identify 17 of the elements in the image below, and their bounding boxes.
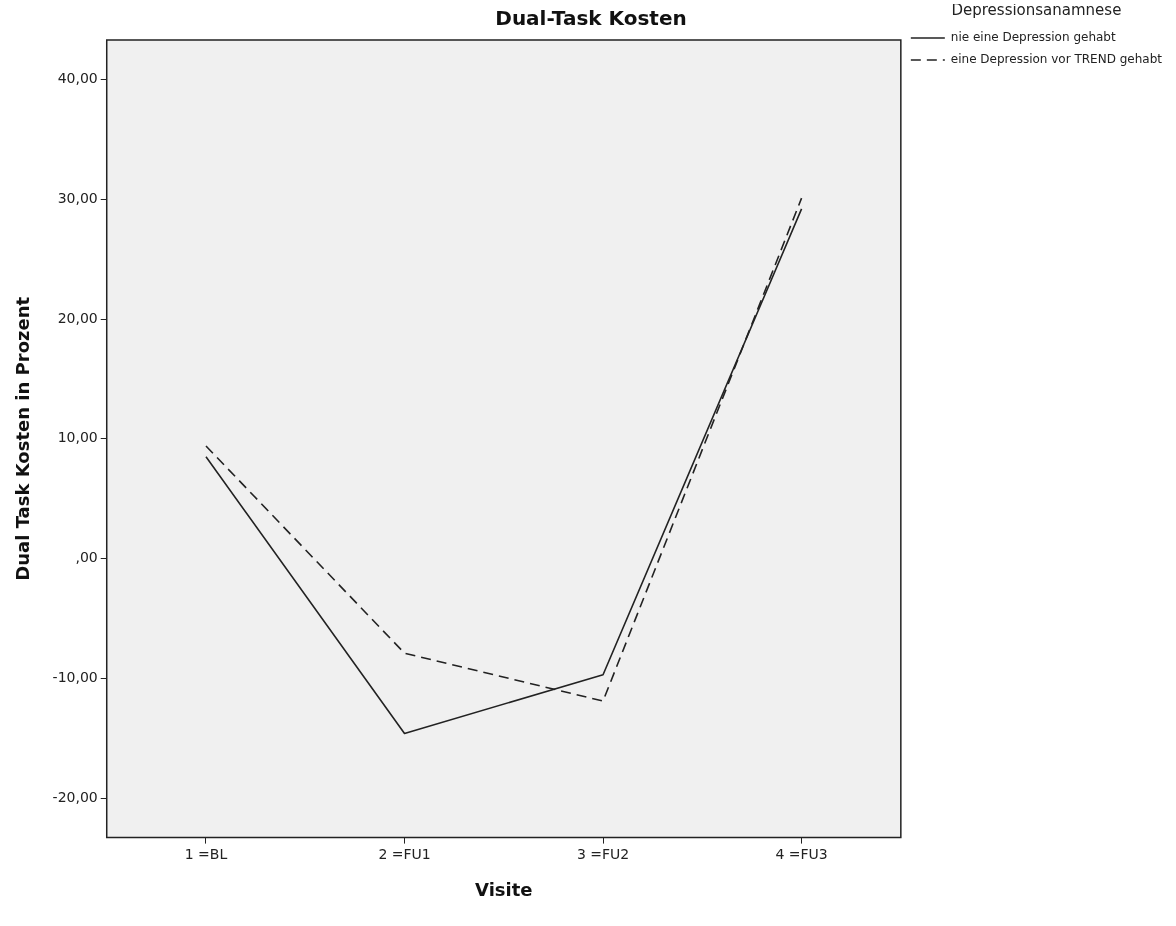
y-tick-label: -10,00 [52, 668, 98, 685]
legend-label: nie eine Depression gehabt [950, 30, 1116, 45]
x-tick-label: 4 =FU3 [775, 845, 828, 862]
legend-label: eine Depression vor TREND gehabt [950, 52, 1163, 67]
y-tick-label: ,00 [75, 549, 98, 566]
x-tick-label: 1 =BL [184, 845, 228, 862]
y-tick-label: 30,00 [57, 189, 98, 206]
x-tick-label: 2 =FU1 [378, 845, 431, 862]
y-tick-label: 40,00 [57, 70, 98, 87]
x-tick-label: 3 =FU2 [576, 845, 630, 862]
chart-title: Dual-Task Kosten [495, 6, 687, 31]
y-tick-label: 20,00 [57, 309, 98, 326]
y-axis-title: Dual Task Kosten in Prozent [12, 296, 34, 581]
y-tick-label: 10,00 [57, 429, 98, 446]
x-axis-title: Visite [475, 878, 533, 900]
legend-title: Depressionsanamnese [951, 1, 1122, 20]
y-tick-label: -20,00 [52, 788, 98, 805]
